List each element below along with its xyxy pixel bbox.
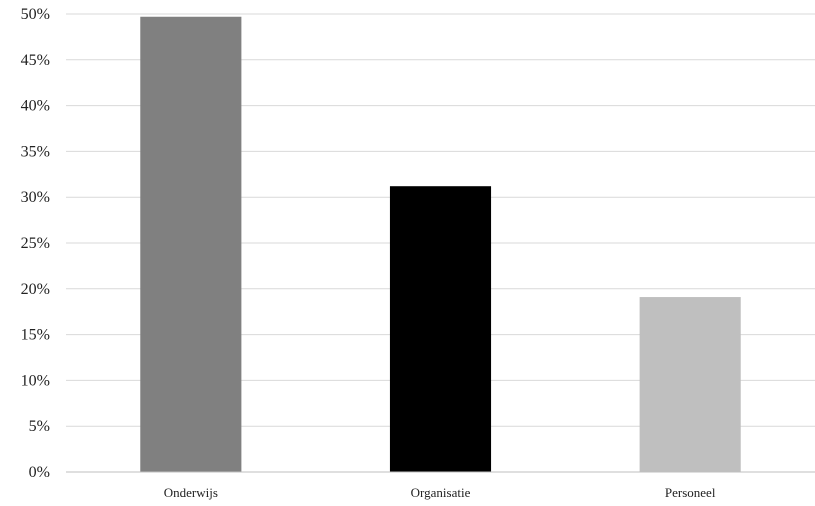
y-tick-label: 30% — [21, 189, 50, 206]
x-category-label: Personeel — [665, 485, 716, 500]
y-tick-label: 35% — [21, 143, 50, 160]
y-tick-label: 15% — [21, 327, 50, 344]
y-tick-label: 20% — [21, 281, 50, 298]
x-axis-category-labels: Onderwijs Organisatie Personeel — [164, 485, 716, 500]
bar — [389, 186, 492, 472]
y-tick-label: 10% — [21, 372, 50, 389]
y-tick-label: 50% — [21, 6, 50, 23]
x-category-label: Onderwijs — [164, 485, 218, 500]
bar — [639, 297, 741, 472]
y-tick-label: 25% — [21, 235, 50, 252]
y-tick-label: 5% — [29, 418, 50, 435]
bars — [140, 16, 741, 473]
y-tick-label: 40% — [21, 98, 50, 115]
x-category-label: Organisatie — [411, 485, 471, 500]
bar — [140, 16, 242, 473]
y-axis-tick-labels: 0% 5% 10% 15% 20% 25% 30% 35% 40% 45% 50% — [21, 6, 50, 481]
y-tick-label: 0% — [29, 464, 50, 481]
y-tick-label: 45% — [21, 52, 50, 69]
